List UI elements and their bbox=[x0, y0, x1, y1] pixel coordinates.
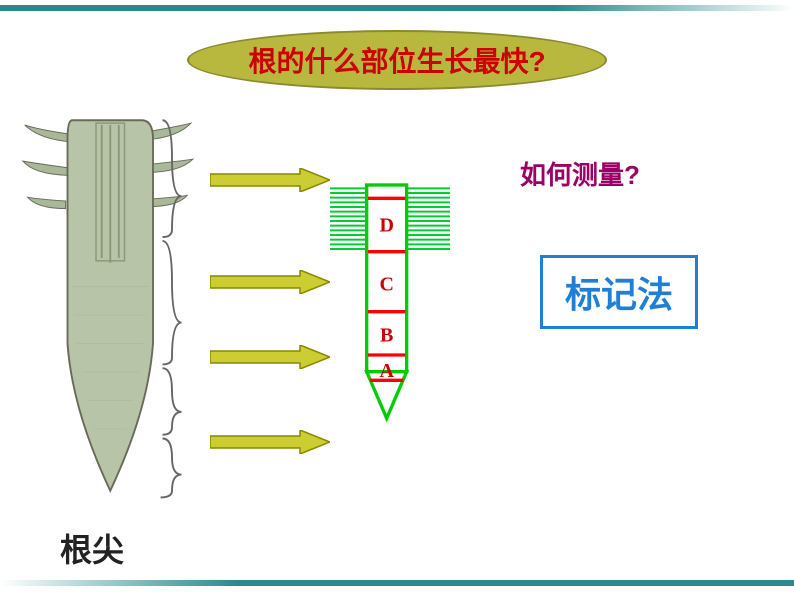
zone-a-label: A bbox=[379, 360, 394, 382]
zone-c-label: C bbox=[379, 273, 393, 295]
bottom-accent-bar bbox=[0, 580, 794, 586]
root-zones-diagram: D C B A bbox=[330, 115, 450, 495]
measure-question: 如何测量? bbox=[520, 155, 640, 192]
zone-d-label: D bbox=[379, 215, 393, 237]
answer-text: 标记法 bbox=[565, 274, 673, 315]
arrow-c bbox=[210, 270, 330, 294]
root-tip-image bbox=[20, 115, 210, 515]
arrow-b bbox=[210, 345, 330, 369]
title-text: 根的什么部位生长最快? bbox=[248, 40, 545, 80]
top-accent-bar bbox=[0, 5, 794, 11]
title-ellipse: 根的什么部位生长最快? bbox=[187, 30, 607, 90]
answer-box: 标记法 bbox=[540, 255, 698, 329]
arrow-a bbox=[210, 430, 330, 454]
zone-b-label: B bbox=[380, 325, 393, 347]
root-tip-label: 根尖 bbox=[60, 525, 124, 571]
arrow-d bbox=[210, 168, 330, 192]
